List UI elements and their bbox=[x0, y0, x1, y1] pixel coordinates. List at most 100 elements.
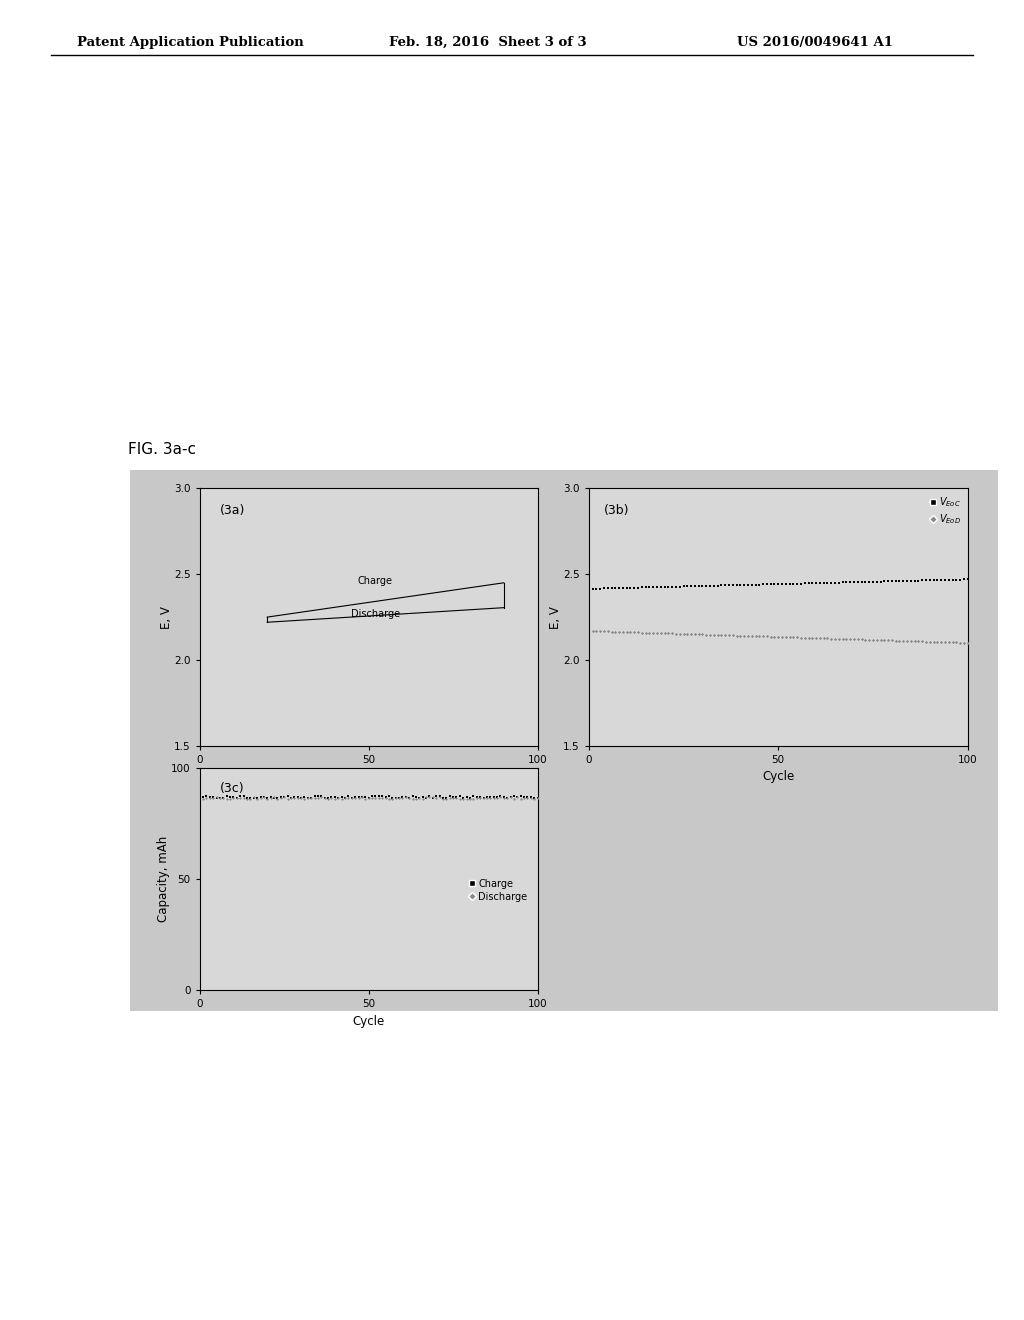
Point bbox=[262, 788, 279, 809]
Text: Charge: Charge bbox=[358, 577, 393, 586]
Point bbox=[683, 623, 699, 644]
Point bbox=[751, 626, 768, 647]
Point bbox=[857, 630, 873, 651]
Point bbox=[944, 632, 961, 653]
Point bbox=[455, 788, 471, 809]
Point bbox=[743, 574, 760, 595]
Point bbox=[364, 788, 380, 809]
Point bbox=[412, 787, 428, 808]
Point bbox=[479, 787, 496, 808]
Point bbox=[472, 787, 488, 808]
Point bbox=[766, 626, 782, 647]
Point bbox=[698, 576, 715, 597]
Point bbox=[690, 576, 707, 597]
Text: Patent Application Publication: Patent Application Publication bbox=[77, 36, 303, 49]
Point bbox=[763, 574, 779, 595]
Point bbox=[316, 787, 333, 808]
Point bbox=[872, 630, 889, 651]
Point bbox=[488, 787, 505, 808]
Point bbox=[623, 577, 639, 598]
Point bbox=[319, 788, 336, 809]
Point bbox=[391, 788, 408, 809]
Point bbox=[309, 785, 326, 807]
Point bbox=[334, 787, 350, 808]
Point bbox=[728, 574, 744, 595]
Point bbox=[485, 788, 502, 809]
Point bbox=[770, 626, 786, 647]
Point bbox=[827, 628, 844, 649]
Point bbox=[596, 620, 612, 642]
Point bbox=[259, 788, 275, 809]
Point bbox=[815, 573, 831, 594]
Point bbox=[853, 628, 869, 649]
Point bbox=[914, 570, 931, 591]
Point bbox=[614, 622, 631, 643]
Point bbox=[626, 577, 642, 598]
Point bbox=[306, 788, 323, 809]
Point bbox=[202, 788, 218, 809]
Point bbox=[404, 788, 421, 809]
Point bbox=[607, 622, 624, 643]
Point bbox=[864, 572, 881, 593]
Point bbox=[488, 787, 505, 808]
Point bbox=[660, 623, 677, 644]
Point bbox=[296, 788, 312, 809]
Point bbox=[408, 787, 424, 808]
Point bbox=[906, 570, 923, 591]
Point bbox=[864, 630, 881, 651]
Point bbox=[397, 787, 414, 808]
Point bbox=[739, 574, 756, 595]
Point bbox=[259, 787, 275, 808]
Point bbox=[496, 787, 512, 808]
Point bbox=[516, 787, 532, 808]
Point bbox=[438, 788, 455, 809]
Point bbox=[344, 787, 360, 808]
Point bbox=[676, 623, 692, 644]
Point bbox=[243, 788, 258, 809]
Point bbox=[755, 574, 771, 595]
Point bbox=[664, 623, 680, 644]
Point bbox=[588, 620, 604, 642]
Point bbox=[526, 788, 543, 809]
Point bbox=[195, 788, 211, 809]
Point bbox=[797, 573, 813, 594]
Point bbox=[232, 787, 249, 808]
Point bbox=[721, 624, 737, 645]
Point bbox=[462, 787, 478, 808]
Point bbox=[232, 785, 249, 807]
Point bbox=[455, 788, 471, 809]
Point bbox=[842, 572, 858, 593]
Point bbox=[788, 573, 805, 594]
Point bbox=[459, 787, 475, 808]
Point bbox=[706, 624, 722, 645]
Point bbox=[431, 785, 447, 807]
Point bbox=[751, 574, 768, 595]
Point bbox=[683, 576, 699, 597]
Point bbox=[526, 788, 543, 809]
Point bbox=[319, 788, 336, 809]
Point bbox=[777, 627, 794, 648]
Point bbox=[611, 577, 628, 598]
Point bbox=[283, 787, 299, 808]
Point bbox=[739, 626, 756, 647]
Point bbox=[290, 787, 306, 808]
Point bbox=[425, 788, 441, 809]
Point bbox=[948, 569, 965, 590]
Point bbox=[300, 788, 316, 809]
Point bbox=[441, 785, 458, 807]
Point bbox=[522, 787, 539, 808]
Point bbox=[475, 788, 492, 809]
Point bbox=[846, 628, 862, 649]
Point bbox=[225, 785, 242, 807]
Point bbox=[509, 787, 525, 808]
Legend: Charge, Discharge: Charge, Discharge bbox=[468, 876, 529, 904]
Point bbox=[199, 785, 215, 807]
Point bbox=[922, 631, 938, 652]
Point bbox=[815, 628, 831, 649]
Point bbox=[462, 788, 478, 809]
Point bbox=[710, 624, 726, 645]
Point bbox=[926, 570, 942, 591]
Point bbox=[694, 576, 711, 597]
Point bbox=[781, 627, 798, 648]
Point bbox=[701, 576, 718, 597]
